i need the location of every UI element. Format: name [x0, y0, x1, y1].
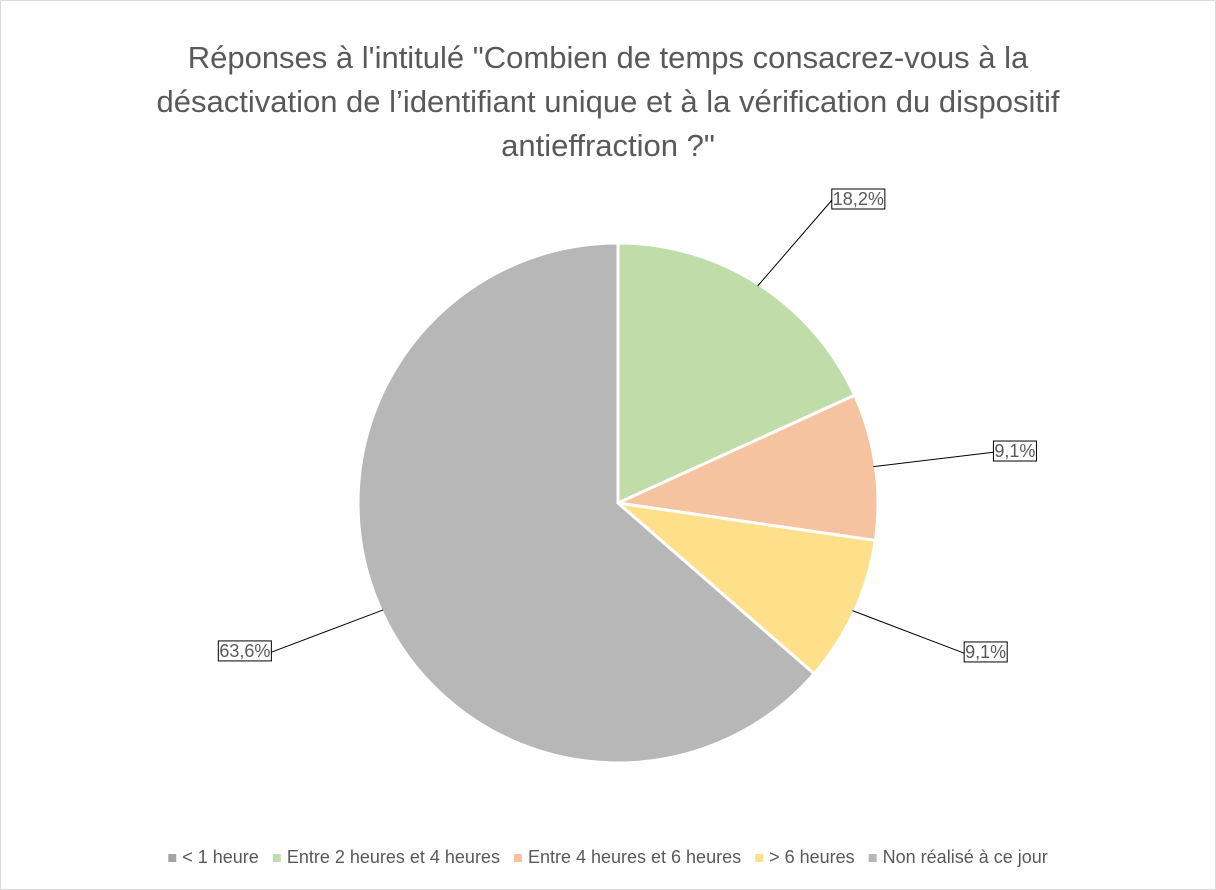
- legend-label: Entre 2 heures et 4 heures: [287, 847, 500, 867]
- leader-line: [271, 609, 384, 653]
- leader-line: [757, 199, 833, 287]
- data-label-box: [963, 641, 1008, 663]
- data-label: 9,1%: [965, 642, 1006, 662]
- chart-title: Réponses à l'intitulé "Combien de temps …: [157, 40, 1060, 163]
- data-label-box: [217, 640, 272, 662]
- data-label: 9,1%: [994, 441, 1035, 461]
- data-label: 63,6%: [219, 641, 270, 661]
- data-label: 18,2%: [833, 189, 884, 209]
- data-label-box: [831, 188, 886, 210]
- legend-label: Entre 4 heures et 6 heures: [528, 847, 741, 867]
- legend-swatch: [755, 854, 764, 862]
- legend-swatch: [868, 854, 877, 862]
- leader-line: [852, 610, 965, 654]
- legend-label: < 1 heure: [182, 847, 259, 867]
- data-label-box: [992, 440, 1037, 462]
- legend-label: > 6 heures: [769, 847, 855, 867]
- legend-swatch: [272, 854, 281, 862]
- leader-line: [873, 451, 994, 468]
- legend-label: Non réalisé à ce jour: [883, 847, 1048, 867]
- legend-swatch: [168, 854, 177, 862]
- legend-swatch: [513, 854, 522, 862]
